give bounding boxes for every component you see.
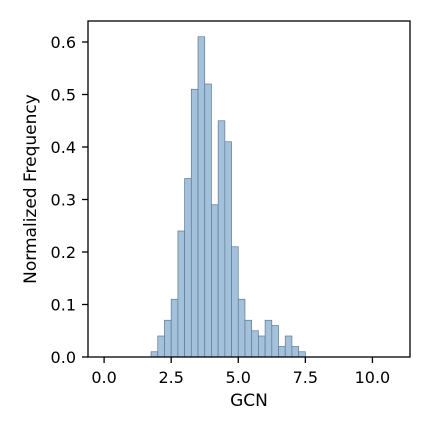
y-tick-label: 0.5 <box>51 86 76 105</box>
histogram-bar-9 <box>211 204 219 358</box>
y-tick-label: 0.0 <box>51 348 76 367</box>
x-axis-ticks: 0.0 2.5 5.0 7.5 10.0 <box>91 357 390 387</box>
histogram-bar-18 <box>271 325 279 358</box>
histogram-bar-12 <box>231 246 239 358</box>
x-tick-label: 5.0 <box>226 368 251 387</box>
histogram-bar-17 <box>264 319 273 358</box>
histogram-bar-3 <box>170 298 179 358</box>
histogram-bar-5 <box>184 178 192 358</box>
histogram-bar-7 <box>197 36 206 358</box>
x-axis-label: GCN <box>230 391 268 411</box>
histogram-bar-1 <box>157 335 165 358</box>
histogram-bar-21 <box>291 346 299 358</box>
histogram-bar-19 <box>278 346 286 358</box>
y-tick-label: 0.1 <box>51 296 76 315</box>
y-tick-label: 0.4 <box>51 138 76 157</box>
histogram-bars <box>150 36 306 358</box>
histogram-bar-8 <box>204 83 212 358</box>
y-axis-ticks: 0.0 0.1 0.2 0.3 0.4 0.5 0.6 <box>51 33 88 367</box>
histogram-bar-20 <box>284 335 293 358</box>
histogram-bar-2 <box>164 319 172 358</box>
histogram-bar-11 <box>224 141 232 358</box>
y-tick-label: 0.6 <box>51 33 76 52</box>
histogram-bar-10 <box>217 120 226 358</box>
histogram-bar-16 <box>258 335 266 358</box>
y-axis-label: Normalized Frequency <box>21 94 41 284</box>
plot-frame <box>87 20 411 358</box>
histogram-bar-0 <box>150 351 159 358</box>
x-tick-label: 0.0 <box>91 368 116 387</box>
x-tick-label: 7.5 <box>293 368 318 387</box>
x-tick-label: 10.0 <box>355 368 391 387</box>
histogram-bar-22 <box>298 351 306 358</box>
histogram-bar-4 <box>177 230 185 358</box>
histogram-bar-15 <box>251 330 259 358</box>
histogram-bar-6 <box>190 88 199 358</box>
x-tick-label: 2.5 <box>158 368 183 387</box>
y-tick-label: 0.3 <box>51 191 76 210</box>
histogram-bar-13 <box>237 298 246 358</box>
histogram-bar-14 <box>244 319 253 358</box>
y-tick-label: 0.2 <box>51 243 76 262</box>
